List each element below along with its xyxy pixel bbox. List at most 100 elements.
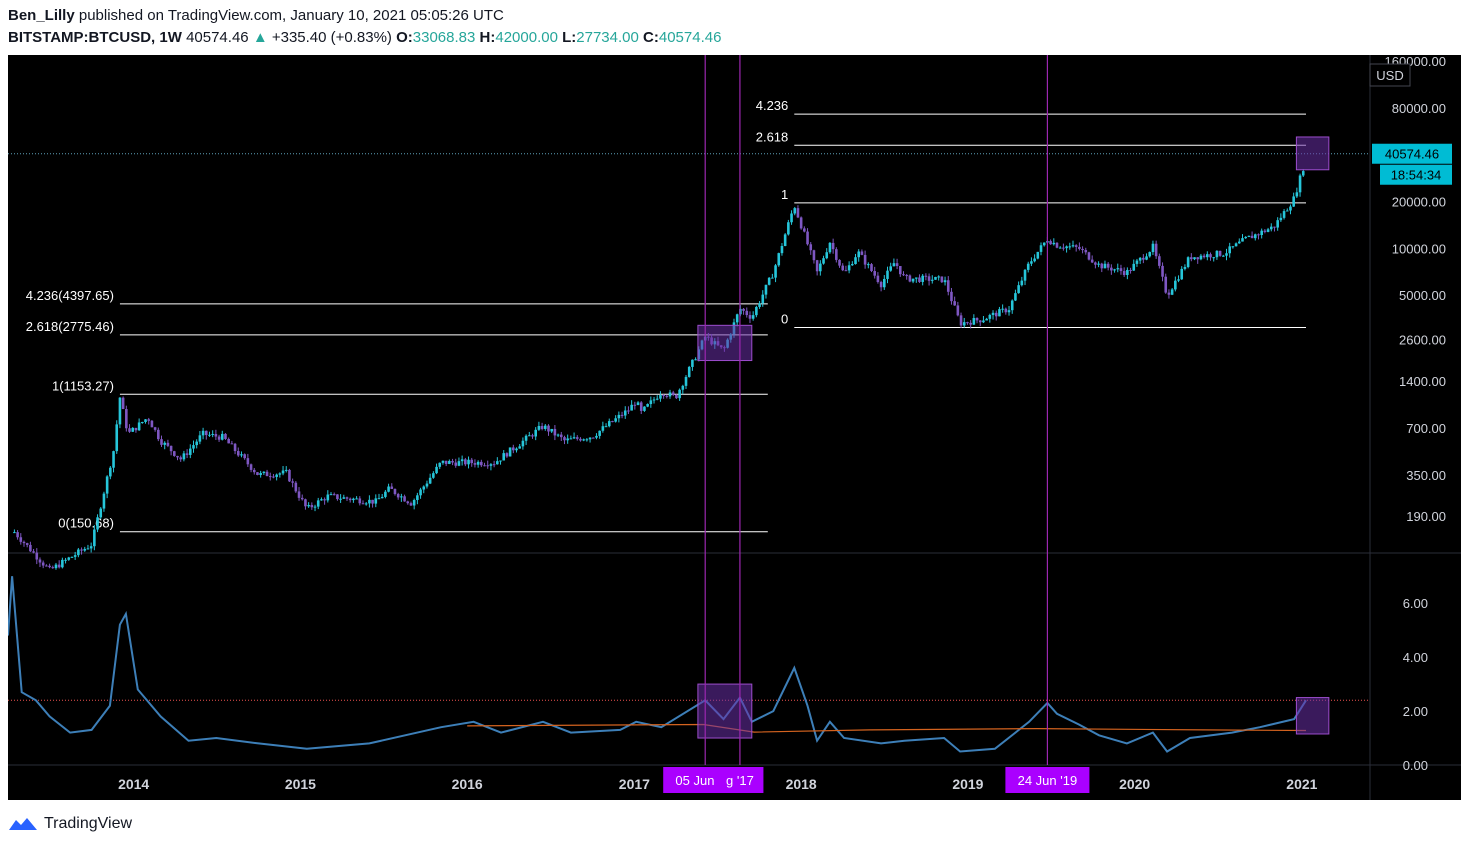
candle-body	[1030, 261, 1033, 264]
time-marker-tag[interactable]	[1005, 767, 1090, 793]
fib-level-label: 1(1153.27)	[52, 378, 114, 393]
indicator-axis-labels: 6.00 4.00 2.00 0.00	[1403, 596, 1428, 773]
fibonacci-levels[interactable]: 4.236(4397.65) 2.618(2775.46) 1(1153.27) 0(…	[26, 98, 1306, 533]
panel-frame	[8, 55, 1461, 800]
low-value: 27734.00	[576, 29, 639, 46]
close-label: C:	[643, 29, 659, 46]
candle-body	[1234, 243, 1238, 247]
candle-body	[1084, 250, 1088, 253]
candle-body	[496, 461, 499, 465]
candle-body	[1007, 310, 1011, 313]
candle-body	[281, 470, 285, 474]
candle-body	[572, 437, 576, 439]
vertical-markers[interactable]	[704, 55, 1049, 765]
candle-body	[543, 425, 547, 429]
candle-body	[1218, 250, 1222, 256]
time-marker-label: g '17	[726, 773, 754, 788]
candle-body	[860, 251, 864, 255]
candle-body	[585, 439, 589, 441]
candle-body	[1164, 276, 1168, 293]
candle-body	[691, 359, 694, 367]
candle-body	[64, 559, 67, 561]
candle-body	[1241, 238, 1244, 242]
candle-body	[329, 494, 333, 496]
btc-chart[interactable]: 160000.0080000.0040000.0020000.0010000.0…	[8, 55, 1461, 800]
candle-body	[1087, 252, 1091, 260]
candle-body	[1209, 254, 1212, 258]
candle-body	[1094, 262, 1097, 265]
candle-body	[249, 464, 253, 470]
candle-body	[284, 469, 288, 471]
candle-body	[607, 421, 611, 427]
time-tick-label: 2021	[1286, 776, 1317, 792]
candle-body	[262, 471, 266, 474]
time-tick-label: 2019	[952, 776, 983, 792]
candle-body	[406, 501, 410, 504]
published-text: published on TradingView.com, January 10…	[78, 7, 504, 24]
candle-body	[137, 422, 141, 431]
highlight-boxes[interactable]	[697, 136, 1330, 739]
price-highlight-box[interactable]	[697, 324, 753, 362]
author-name[interactable]: Ben_Lilly	[8, 7, 75, 24]
candle-body	[1078, 246, 1081, 249]
tradingview-brand[interactable]: TradingView	[44, 815, 133, 832]
candle-body	[1298, 175, 1302, 193]
candle-body	[991, 312, 995, 315]
candle-body	[1116, 268, 1120, 270]
last-price: 40574.46	[186, 29, 249, 46]
candle-body	[307, 505, 310, 507]
candle-body	[761, 294, 765, 304]
candle-body	[1020, 280, 1024, 286]
candle-body	[22, 541, 26, 544]
candle-body	[547, 425, 550, 432]
candle-body	[1158, 256, 1161, 266]
candle-body	[1199, 255, 1203, 260]
candle-body	[364, 503, 368, 505]
candle-body	[57, 564, 61, 568]
candle-body	[528, 435, 531, 437]
candle-body	[486, 465, 490, 467]
candle-body	[892, 263, 896, 267]
tradingview-logo-icon[interactable]	[8, 816, 38, 832]
candle-body	[1122, 271, 1126, 275]
candle-body	[985, 318, 988, 321]
candle-body	[371, 499, 374, 504]
indicator-highlight-box[interactable]	[1295, 697, 1330, 735]
candle-body	[1282, 211, 1286, 218]
candle-body	[128, 428, 131, 432]
currency-label: USD	[1376, 68, 1403, 83]
candle-body	[326, 494, 330, 501]
candle-body	[163, 442, 167, 445]
candle-body	[153, 427, 157, 430]
candle-body	[1266, 229, 1270, 232]
candle-body	[975, 318, 979, 321]
candle-body	[835, 249, 838, 260]
price-tick-label: 700.00	[1406, 421, 1446, 436]
candle-body	[886, 270, 889, 279]
candle-body	[1174, 280, 1177, 290]
fib-level-label: 2.618	[756, 129, 789, 144]
high-label: H:	[479, 29, 496, 46]
candle-body	[1151, 243, 1155, 253]
time-tick-label: 2018	[786, 776, 817, 792]
last-price-tag-label: 40574.46	[1385, 147, 1439, 162]
candle-body	[54, 564, 58, 569]
candle-body	[553, 428, 557, 436]
candle-body	[819, 263, 822, 272]
candle-body	[918, 277, 921, 282]
candle-body	[297, 491, 301, 498]
candle-body	[751, 315, 755, 319]
fib-level-label: 0(150.68)	[58, 516, 114, 531]
indicator-highlight-box[interactable]	[697, 683, 753, 739]
candle-body	[454, 462, 458, 466]
candle-body	[1289, 206, 1292, 211]
candle-body	[1186, 257, 1190, 268]
candle-body	[77, 549, 80, 556]
currency-box[interactable]	[1369, 63, 1411, 87]
candle-body	[902, 274, 905, 276]
time-marker-tag[interactable]	[716, 767, 764, 793]
price-highlight-box[interactable]	[1295, 136, 1330, 171]
candle-body	[678, 389, 681, 399]
candle-body	[972, 318, 976, 325]
candle-body	[537, 426, 541, 430]
